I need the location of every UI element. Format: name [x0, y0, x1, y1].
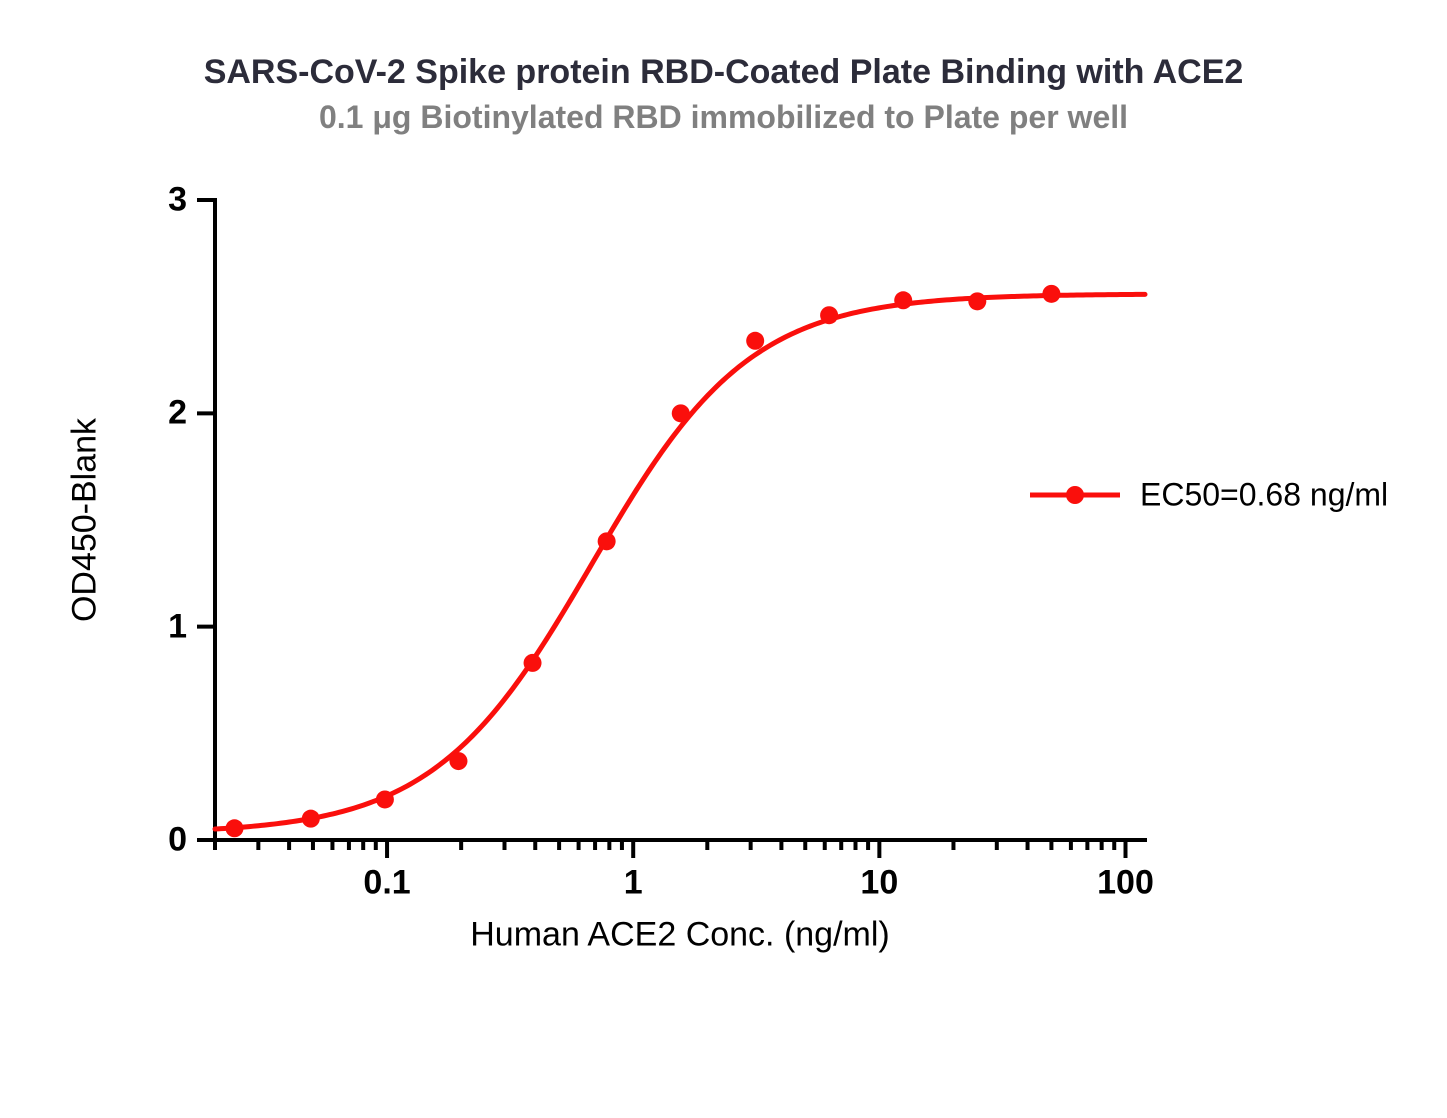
y-tick-label: 2	[168, 394, 187, 433]
x-tick-label: 1	[624, 864, 643, 903]
x-axis-label: Human ACE2 Conc. (ng/ml)	[470, 916, 890, 955]
y-tick-label: 1	[168, 607, 187, 646]
x-tick-label: 100	[1097, 864, 1154, 903]
legend-label: EC50=0.68 ng/ml	[1140, 477, 1388, 514]
chart-container: SARS-CoV-2 Spike protein RBD-Coated Plat…	[0, 0, 1447, 1118]
x-tick-label: 0.1	[363, 864, 410, 903]
y-tick-label: 3	[168, 181, 187, 220]
y-tick-label: 0	[168, 821, 187, 860]
y-axis-label: OD450-Blank	[66, 418, 105, 622]
x-tick-label: 10	[860, 864, 898, 903]
